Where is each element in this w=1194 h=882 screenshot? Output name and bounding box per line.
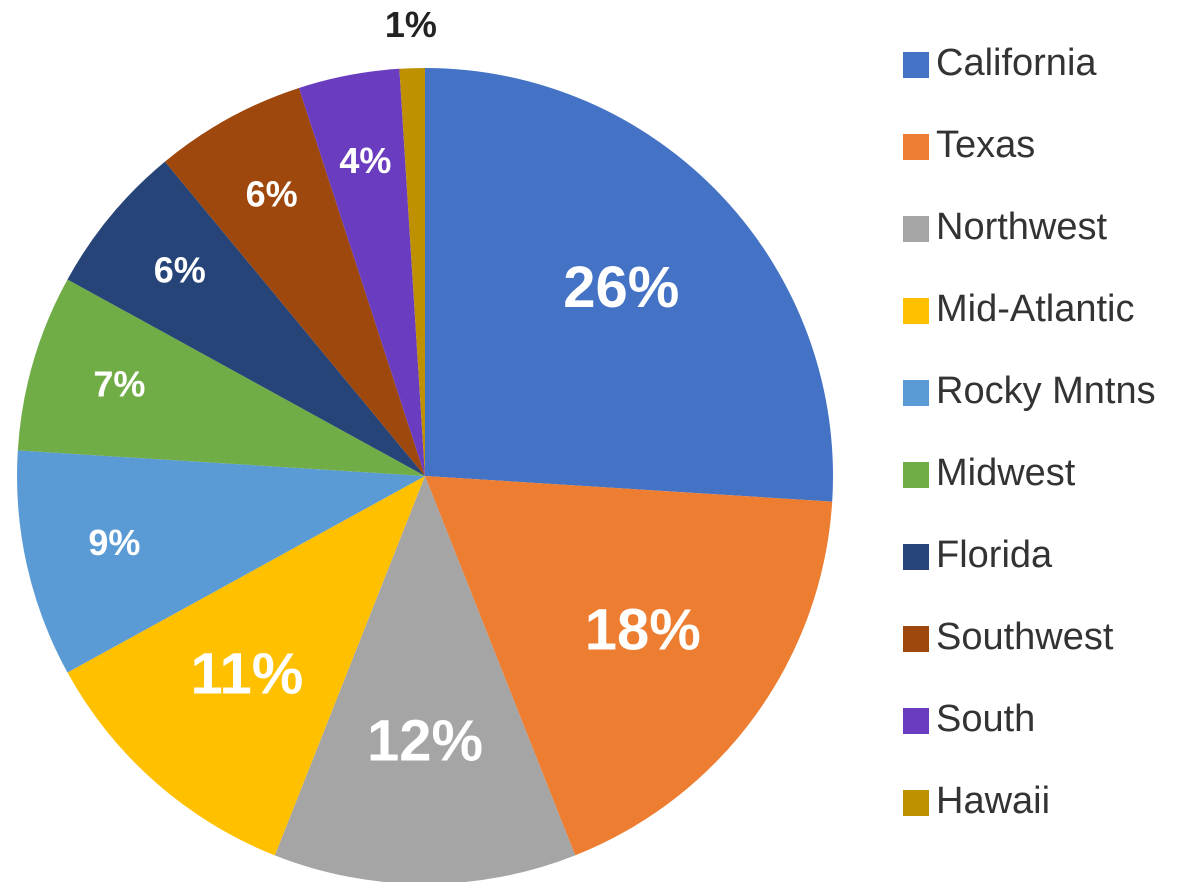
pie-slice	[164, 87, 425, 477]
pie-slice	[274, 476, 576, 882]
pie-slice	[399, 68, 425, 476]
legend-swatch	[903, 462, 929, 488]
data-label: 6%	[154, 250, 206, 291]
pie-slice	[298, 68, 425, 477]
legend-swatch	[903, 134, 929, 160]
legend-label: Southwest	[936, 616, 1114, 658]
data-label: 7%	[93, 364, 145, 405]
legend-swatch	[903, 626, 929, 652]
legend-label: California	[936, 42, 1097, 84]
data-label: 4%	[339, 140, 391, 181]
legend-swatch	[903, 298, 929, 324]
legend-label: Mid-Atlantic	[936, 288, 1135, 330]
legend-label: Texas	[936, 124, 1035, 166]
data-label: 18%	[585, 598, 701, 663]
legend-swatch	[903, 380, 929, 406]
legend-label: Rocky Mntns	[936, 370, 1156, 412]
data-label: 9%	[88, 522, 140, 563]
pie-slice	[16, 450, 425, 673]
data-label: 12%	[367, 709, 483, 774]
data-label: 6%	[246, 174, 298, 215]
legend-label: Hawaii	[936, 780, 1050, 822]
data-label: 26%	[563, 255, 679, 320]
legend-label: South	[936, 698, 1035, 740]
legend-swatch	[903, 52, 929, 78]
pie-slice	[17, 279, 426, 476]
pie-slice	[425, 476, 833, 856]
data-label: 1%	[385, 4, 437, 45]
pie-slice	[67, 476, 426, 856]
legend-swatch	[903, 790, 929, 816]
legend-label: Midwest	[936, 452, 1076, 494]
legend-swatch	[903, 544, 929, 570]
data-label: 11%	[190, 641, 303, 706]
legend-label: Florida	[936, 534, 1053, 576]
pie-slice	[67, 161, 426, 476]
legend-swatch	[903, 708, 929, 734]
legend-swatch	[903, 216, 929, 242]
legend-label: Northwest	[936, 206, 1107, 248]
pie-slice	[425, 68, 833, 502]
